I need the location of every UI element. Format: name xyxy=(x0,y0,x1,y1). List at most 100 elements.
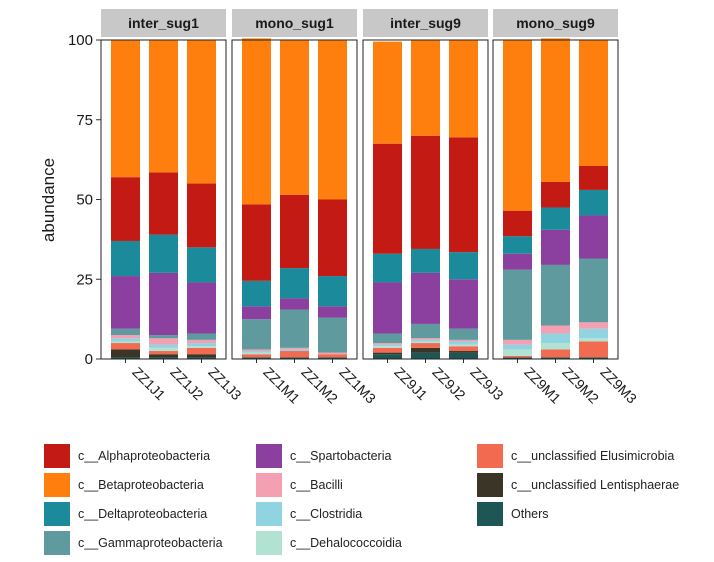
facet-panel-border xyxy=(100,39,227,360)
bar-segment xyxy=(579,40,608,167)
bar-segment xyxy=(503,269,532,340)
x-tick-label: ZZ9J1 xyxy=(391,364,431,404)
bar-segment xyxy=(280,309,309,348)
bar-segment xyxy=(449,346,478,352)
bar-segment xyxy=(111,341,140,344)
facet-panel-border xyxy=(362,39,489,360)
bar-segment xyxy=(111,177,140,241)
bar-segment xyxy=(149,347,178,352)
bar-segment xyxy=(149,272,178,336)
bar-segment xyxy=(449,40,478,138)
bar-segment xyxy=(280,194,309,269)
bar-segment xyxy=(187,339,216,344)
facet-strip xyxy=(363,9,488,37)
x-tick-label: ZZ9J3 xyxy=(467,364,507,404)
bar-segment xyxy=(280,347,309,350)
bar-segment xyxy=(411,352,440,359)
bar-segment xyxy=(579,322,608,329)
bar-segment xyxy=(187,357,216,359)
bar-segment xyxy=(280,357,309,359)
bar-segment xyxy=(318,317,347,353)
bar-segment xyxy=(187,282,216,334)
bar-segment xyxy=(541,333,570,344)
x-tick-label: ZZ1J2 xyxy=(167,364,207,404)
bar-segment xyxy=(373,143,402,254)
x-tick-label: ZZ1J1 xyxy=(129,364,169,404)
bar-segment xyxy=(541,357,570,359)
x-tick-label: ZZ9M3 xyxy=(597,364,640,407)
bar-segment xyxy=(280,268,309,299)
y-tick-label: 25 xyxy=(76,271,93,288)
bar-segment xyxy=(503,236,532,254)
bar-segment xyxy=(111,357,140,359)
bar-segment xyxy=(411,347,440,353)
facet-strip xyxy=(232,9,357,37)
bar-segment xyxy=(541,343,570,350)
bar-segment xyxy=(411,338,440,340)
bar-segment xyxy=(280,40,309,195)
bar-segment xyxy=(373,344,402,347)
bar-segment xyxy=(503,339,532,345)
bar-segment xyxy=(242,357,271,359)
facet-strip-label: mono_sug1 xyxy=(255,15,334,31)
facet-strip xyxy=(101,9,226,37)
bar-segment xyxy=(280,351,309,358)
bar-segment xyxy=(242,352,271,355)
bar-segment xyxy=(373,354,402,359)
bar-segment xyxy=(187,40,216,184)
bar-segment xyxy=(411,40,440,136)
bar-segment xyxy=(149,40,178,173)
bar-segment xyxy=(242,38,271,205)
bar-segment xyxy=(149,234,178,273)
bar-segment xyxy=(541,229,570,265)
bar-segment xyxy=(411,343,440,348)
bar-segment xyxy=(187,347,216,355)
bar-segment xyxy=(411,341,440,344)
bar-segment xyxy=(242,319,271,350)
bar-segment xyxy=(149,354,178,358)
bar-segment xyxy=(242,204,271,281)
bar-segment xyxy=(149,357,178,359)
bar-segment xyxy=(503,357,532,359)
bar-segment xyxy=(149,335,178,339)
bar-segment xyxy=(373,347,402,353)
bar-segment xyxy=(280,349,309,352)
bar-segment xyxy=(449,341,478,345)
x-tick-label: ZZ1M3 xyxy=(336,364,379,407)
bar-segment xyxy=(411,323,440,339)
bar-segment xyxy=(149,344,178,348)
bar-segment xyxy=(111,338,140,342)
bar-segment xyxy=(318,40,347,200)
bar-segment xyxy=(373,333,402,344)
bar-segment xyxy=(411,272,440,324)
bar-segment xyxy=(373,346,402,348)
bar-segment xyxy=(541,349,570,358)
bar-segment xyxy=(111,276,140,329)
facet-strip-label: inter_sug9 xyxy=(390,15,461,31)
bar-segment xyxy=(579,338,608,342)
bar-segment xyxy=(503,210,532,237)
bar-segment xyxy=(373,282,402,334)
bar-segment xyxy=(411,339,440,342)
bar-segment xyxy=(242,351,271,353)
bar-segment xyxy=(242,354,271,358)
bar-segment xyxy=(579,328,608,339)
facet-panel-border xyxy=(231,39,358,360)
bar-segment xyxy=(541,38,570,182)
bar-segment xyxy=(187,247,216,283)
bar-segment xyxy=(242,280,271,307)
bar-segment xyxy=(541,207,570,230)
x-tick-label: ZZ1M2 xyxy=(298,364,341,407)
x-tick-label: ZZ9M1 xyxy=(521,364,564,407)
bar-segment xyxy=(449,252,478,280)
bar-segment xyxy=(111,349,140,358)
x-tick-label: ZZ1M1 xyxy=(260,364,303,407)
bar-segment xyxy=(449,339,478,342)
bar-segment xyxy=(503,344,532,350)
y-tick-label: 100 xyxy=(68,32,93,49)
bar-segment xyxy=(503,355,532,358)
bar-segment xyxy=(111,328,140,336)
bar-segment xyxy=(318,199,347,277)
bar-segment xyxy=(187,333,216,340)
